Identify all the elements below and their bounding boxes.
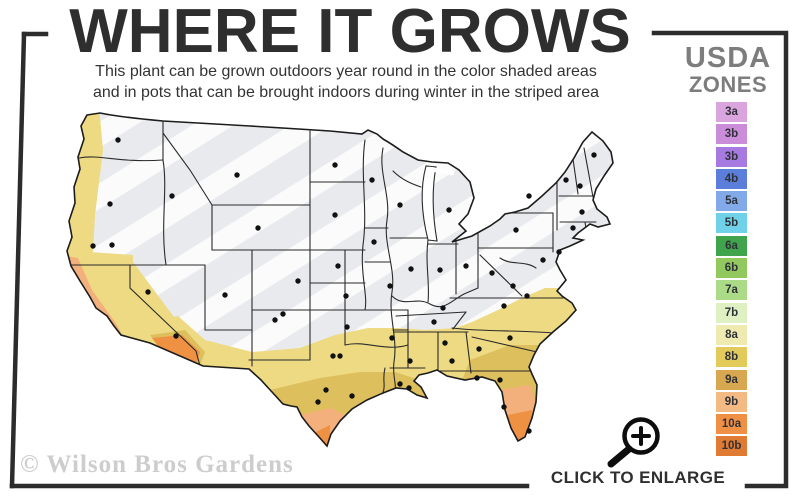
frame-right-segment [651, 30, 789, 489]
city-dot [173, 333, 179, 339]
city-dot [526, 428, 532, 434]
city-dot [332, 212, 338, 218]
city-dot [476, 346, 482, 352]
legend-zone-chip: 6a [716, 235, 747, 256]
legend-zone-chip: 5b [716, 213, 747, 234]
legend-zone-chip: 7a [716, 280, 747, 301]
legend-title-zones: ZONES [688, 72, 768, 97]
city-dot [463, 263, 469, 269]
city-dot [579, 209, 585, 215]
legend-title-usda: USDA [684, 42, 772, 74]
decorative-frame [9, 30, 789, 489]
zone-orange-texas-tip [316, 425, 330, 446]
city-dot [169, 193, 175, 199]
city-dot [234, 172, 240, 178]
legend-zone-chip: 10a [716, 414, 747, 435]
legend-zone-chip: 9b [716, 391, 747, 412]
city-dot [343, 293, 349, 299]
city-dot [115, 137, 121, 143]
city-dot [369, 177, 375, 183]
state-borders [67, 120, 597, 393]
legend-zone-chip: 10b [716, 436, 747, 457]
city-dot [337, 353, 343, 359]
city-dot [513, 227, 519, 233]
subtitle-line-1: This plant can be grown outdoors year ro… [95, 63, 597, 80]
city-dot [280, 311, 286, 317]
city-dot [222, 292, 228, 298]
city-dot [315, 399, 321, 405]
frame-left-segment [9, 31, 27, 489]
zone-orange-arizona [152, 335, 200, 364]
mackinac-strait [427, 166, 455, 176]
city-dot [272, 317, 278, 323]
city-dot [570, 225, 576, 231]
page-title: WHERE IT GROWS [69, 0, 631, 66]
city-dot [510, 283, 516, 289]
city-dot [407, 358, 413, 364]
city-dot [332, 162, 338, 168]
city-dot [556, 249, 562, 255]
legend-zone-chip: 5a [716, 191, 747, 212]
city-dot [449, 358, 455, 364]
legend-zone-chip: 3a [716, 102, 747, 122]
page-subtitle: This plant can be grown outdoors year ro… [0, 61, 692, 103]
city-dot [591, 152, 597, 158]
city-dot [442, 340, 448, 346]
city-dot [371, 239, 377, 245]
city-dot [577, 183, 583, 189]
legend-title: USDA ZONES [676, 42, 780, 97]
subtitle-line-2: and in pots that can be brought indoors … [92, 84, 600, 102]
city-dots [90, 137, 597, 434]
legend-zone-chip: 8a [716, 324, 747, 345]
city-dot [295, 278, 301, 284]
legend-zone-chip: 7b [716, 302, 747, 323]
lake-michigan [421, 165, 438, 242]
city-dot [107, 201, 113, 207]
city-dot [431, 319, 437, 325]
city-dot [109, 242, 115, 248]
city-dot [563, 177, 569, 183]
legend-zone-chip: 6b [716, 258, 747, 279]
legend-zone-chip: 3b [716, 124, 747, 145]
city-dot [335, 263, 341, 269]
great-lakes [421, 165, 455, 242]
city-dot [501, 303, 507, 309]
city-dot [330, 353, 336, 359]
city-dot [501, 404, 507, 410]
legend-zone-chip: 9a [716, 369, 747, 390]
city-dot [440, 305, 446, 311]
zone-yellow-west-coast [67, 113, 103, 268]
click-to-enlarge-button[interactable]: CLICK TO ENLARGE [550, 468, 726, 487]
city-dot [145, 289, 151, 295]
city-dot [406, 385, 412, 391]
city-dot [474, 375, 480, 381]
city-dot [437, 267, 443, 273]
city-dot [397, 381, 403, 387]
legend-zone-chip: 4b [716, 168, 747, 189]
city-dot [389, 335, 395, 341]
legend-zone-chip: 8b [716, 347, 747, 368]
city-dot [446, 207, 452, 213]
legend-zone-chip: 3b [716, 146, 747, 167]
city-dot [255, 225, 261, 231]
usda-zone-legend: 3a 3b 3b 4b 5a 5b 6a 6b 7a 7b 8a 8b 9a 9b 10a 10b [716, 102, 748, 459]
city-dot [540, 257, 546, 263]
city-dot [497, 377, 503, 383]
city-dot [507, 335, 513, 341]
city-dot [397, 202, 403, 208]
city-dot [323, 387, 329, 393]
magnifier-plus-icon[interactable] [607, 417, 660, 468]
city-dot [524, 293, 530, 299]
city-dot [349, 393, 355, 399]
city-dot [344, 324, 350, 330]
city-dot [526, 193, 532, 199]
watermark: © Wilson Bros Gardens [20, 451, 294, 478]
city-dot [489, 270, 495, 276]
city-dot [387, 283, 393, 289]
city-dot [90, 243, 96, 249]
city-dot [408, 266, 414, 272]
